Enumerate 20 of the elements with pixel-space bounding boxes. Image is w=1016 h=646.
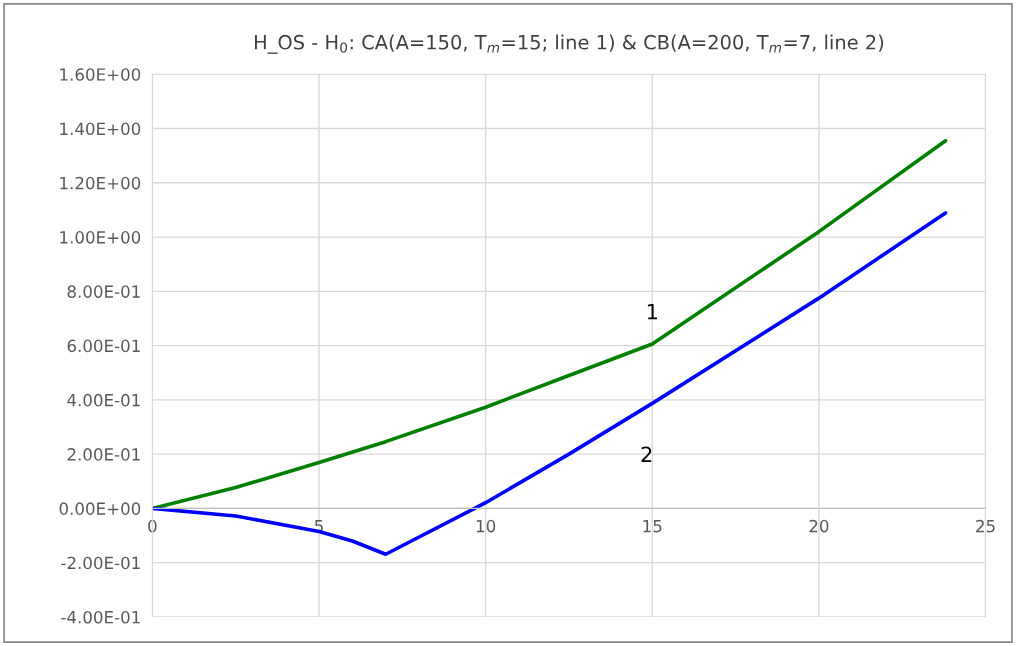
annotation: 2 (641, 446, 652, 462)
annotation: 1 (647, 303, 657, 320)
x-tick-label: 25 (976, 519, 995, 533)
y-tick-label: 1.00E+00 (60, 231, 141, 244)
y-tick-label: 1.20E+00 (60, 176, 141, 190)
x-tick-label: 0 (148, 519, 157, 533)
y-tick-label: 2.00E-01 (67, 448, 140, 461)
y-tick-label: 4.00E-01 (67, 393, 140, 407)
y-tick-label: -2.00E-01 (61, 556, 140, 570)
x-tick-label: 10 (476, 519, 496, 533)
y-tick-label: 6.00E-01 (67, 339, 140, 353)
y-tick-label: -4.00E-01 (61, 610, 140, 624)
y-tick-label: 0.00E+00 (59, 502, 141, 515)
x-tick-label: 20 (809, 519, 829, 533)
y-tick-label: 8.00E-01 (67, 285, 140, 298)
chart-title: H_OS - H$_{0}$: CA(A=150, T$_{m}$=15; line 1) & CB(A=200, T$_{m}$=7, line 2) (254, 34, 884, 54)
y-tick-label: 1.60E+00 (60, 68, 141, 81)
x-tick-label: 15 (643, 520, 662, 533)
y-tick-label: 1.40E+00 (60, 122, 141, 136)
line-series (152, 138, 948, 511)
